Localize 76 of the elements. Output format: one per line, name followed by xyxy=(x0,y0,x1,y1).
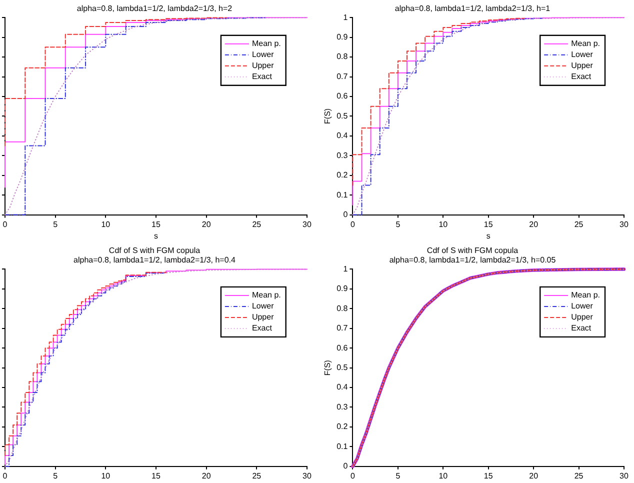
x-tick-label: 30 xyxy=(620,471,629,480)
legend-label: Lower xyxy=(571,302,594,311)
y-tick-label: 0.7 xyxy=(336,72,348,81)
x-tick-label: 10 xyxy=(438,220,448,229)
y-tick-label: 0.9 xyxy=(336,284,348,294)
legend-label: Mean p. xyxy=(571,39,600,48)
x-tick-label: 15 xyxy=(152,220,161,229)
x-tick-label: 0 xyxy=(2,220,8,229)
x-tick-label: 0 xyxy=(2,471,8,480)
y-axis-title: F(S) xyxy=(323,108,332,124)
y-tick-label: 0.6 xyxy=(336,343,348,352)
x-tick-label: 0 xyxy=(350,220,356,229)
x-tick-label: 20 xyxy=(202,471,212,480)
y-tick-label: 0.4 xyxy=(336,382,348,392)
x-tick-label: 20 xyxy=(202,220,212,229)
y-tick-label: 0.4 xyxy=(336,131,348,140)
y-tick-label: 0.1 xyxy=(336,442,348,451)
x-tick-label: 15 xyxy=(484,471,494,480)
x-tick-label: 30 xyxy=(620,220,629,229)
chart-subtitle: alpha=0.8, lambda1=1/2, lambda2=1/3, h=0.4 xyxy=(74,256,236,265)
legend-label: Mean p. xyxy=(252,39,281,48)
x-tick-label: 15 xyxy=(484,220,494,229)
x-tick-label: 25 xyxy=(252,471,262,480)
x-axis-title: s xyxy=(154,231,158,240)
x-tick-label: 25 xyxy=(252,220,262,229)
chart-title: Cdf of S with FGM copula xyxy=(108,246,201,256)
x-tick-label: 10 xyxy=(101,220,111,229)
x-tick-label: 25 xyxy=(574,471,584,480)
y-tick-label: 0.8 xyxy=(336,52,348,62)
y-tick-label: 0.1 xyxy=(336,190,348,200)
legend-label: Upper xyxy=(252,61,274,70)
y-tick-label: 0.3 xyxy=(336,402,348,412)
x-axis-title: s xyxy=(486,231,490,240)
y-tick-label: 0.8 xyxy=(336,304,348,313)
y-tick-label: 0.5 xyxy=(336,111,348,120)
x-tick-label: 20 xyxy=(529,471,539,480)
y-axis-title: F(S) xyxy=(323,360,332,376)
x-tick-label: 5 xyxy=(53,220,58,229)
y-tick-label: 0.6 xyxy=(336,92,348,101)
legend-label: Lower xyxy=(252,302,274,311)
x-tick-label: 5 xyxy=(396,220,401,229)
chart-title: alpha=0.8, lambda1=1/2, lambda2=1/3, h=1 xyxy=(394,4,551,14)
x-tick-label: 30 xyxy=(302,220,312,229)
y-tick-label: 0.9 xyxy=(336,32,348,42)
chart-subtitle: alpha=0.8, lambda1=1/2, lambda2=1/3, h=0.05 xyxy=(389,256,556,265)
legend-label: Upper xyxy=(571,312,594,322)
x-tick-label: 20 xyxy=(529,220,539,229)
y-tick-label: 0.2 xyxy=(336,170,348,180)
y-tick-label: 0 xyxy=(343,462,348,471)
x-tick-label: 30 xyxy=(302,471,312,480)
y-tick-label: 1 xyxy=(343,12,348,22)
legend-label: Exact xyxy=(252,324,273,333)
x-tick-label: 10 xyxy=(438,471,448,480)
chart-title: alpha=0.8, lambda1=1/2, lambda2=1/3, h=2 xyxy=(76,4,233,14)
y-tick-label: 1 xyxy=(343,264,348,274)
y-tick-label: 0.7 xyxy=(336,324,348,333)
legend-label: Exact xyxy=(571,324,592,333)
legend-label: Upper xyxy=(252,312,274,322)
legend-label: Mean p. xyxy=(571,290,600,300)
x-tick-label: 5 xyxy=(396,471,401,480)
legend-label: Exact xyxy=(252,72,273,82)
y-tick-label: 0.5 xyxy=(336,363,348,372)
x-tick-label: 10 xyxy=(101,471,111,480)
legend-label: Lower xyxy=(252,50,274,60)
legend-label: Mean p. xyxy=(252,290,281,300)
chart-title: Cdf of S with FGM copula xyxy=(426,246,519,256)
x-tick-label: 25 xyxy=(574,220,584,229)
x-tick-label: 5 xyxy=(53,471,58,480)
legend-label: Lower xyxy=(571,50,594,60)
legend-label: Upper xyxy=(571,61,594,70)
legend-label: Exact xyxy=(571,72,592,82)
x-tick-label: 15 xyxy=(152,471,161,480)
y-tick-label: 0 xyxy=(343,210,348,220)
y-tick-label: 0.3 xyxy=(336,150,348,160)
y-tick-label: 0.2 xyxy=(336,422,348,432)
x-tick-label: 0 xyxy=(350,471,356,480)
